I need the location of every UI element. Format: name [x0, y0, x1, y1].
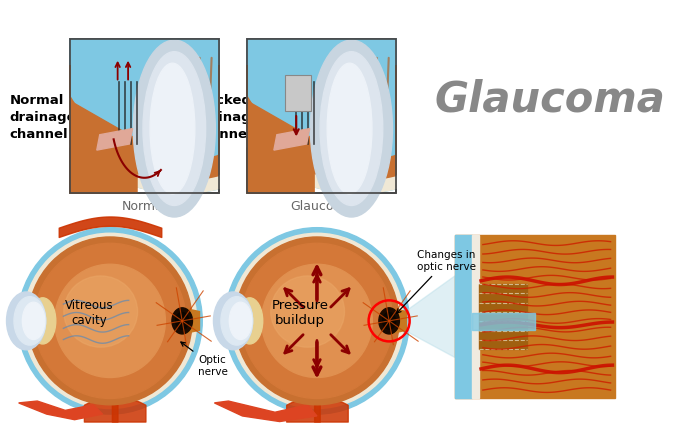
Ellipse shape: [311, 40, 393, 217]
Ellipse shape: [134, 40, 216, 217]
Text: Normal
drainage
channel: Normal drainage channel: [9, 94, 76, 141]
Ellipse shape: [22, 302, 45, 339]
Polygon shape: [247, 70, 396, 193]
Ellipse shape: [262, 264, 372, 377]
Ellipse shape: [176, 313, 188, 329]
Polygon shape: [182, 308, 199, 334]
FancyBboxPatch shape: [285, 75, 311, 111]
Ellipse shape: [7, 292, 45, 350]
Polygon shape: [407, 276, 455, 357]
Polygon shape: [472, 235, 479, 398]
Polygon shape: [247, 101, 314, 193]
Polygon shape: [214, 401, 317, 421]
Text: Blocked
drainage
channel: Blocked drainage channel: [193, 94, 260, 141]
Ellipse shape: [231, 233, 403, 409]
Ellipse shape: [28, 237, 192, 405]
Ellipse shape: [224, 227, 410, 414]
Ellipse shape: [34, 243, 186, 398]
Ellipse shape: [235, 237, 399, 405]
Ellipse shape: [64, 276, 138, 347]
Ellipse shape: [327, 63, 372, 194]
Ellipse shape: [18, 227, 202, 414]
Polygon shape: [70, 70, 219, 193]
Polygon shape: [455, 235, 615, 398]
Text: Pressure
buildup: Pressure buildup: [272, 299, 329, 327]
Polygon shape: [26, 310, 54, 334]
Polygon shape: [455, 235, 472, 398]
Ellipse shape: [55, 264, 165, 377]
Polygon shape: [389, 308, 406, 334]
Ellipse shape: [143, 52, 205, 206]
Ellipse shape: [379, 308, 399, 334]
Text: Vitreous
cavity: Vitreous cavity: [65, 299, 114, 327]
Ellipse shape: [237, 298, 263, 344]
Ellipse shape: [320, 52, 383, 206]
Polygon shape: [97, 128, 133, 150]
Ellipse shape: [214, 292, 253, 350]
Polygon shape: [70, 65, 219, 180]
Text: Optic
nerve: Optic nerve: [181, 342, 228, 377]
Polygon shape: [18, 401, 102, 420]
Ellipse shape: [30, 298, 56, 344]
Polygon shape: [472, 314, 535, 330]
FancyBboxPatch shape: [247, 39, 396, 193]
Polygon shape: [70, 39, 219, 193]
Ellipse shape: [23, 233, 197, 409]
Ellipse shape: [229, 302, 252, 339]
Ellipse shape: [382, 313, 396, 329]
Ellipse shape: [172, 308, 193, 334]
Polygon shape: [479, 284, 527, 349]
Text: Glaucoma: Glaucoma: [435, 79, 665, 121]
Ellipse shape: [221, 297, 253, 345]
Ellipse shape: [150, 63, 195, 194]
Text: Normal: Normal: [122, 200, 167, 213]
Text: Changes in
optic nerve: Changes in optic nerve: [397, 250, 476, 313]
FancyBboxPatch shape: [70, 39, 219, 193]
Polygon shape: [247, 39, 396, 193]
Ellipse shape: [14, 297, 45, 345]
Ellipse shape: [241, 243, 393, 398]
Polygon shape: [247, 65, 396, 180]
Text: Glaucoma: Glaucoma: [290, 200, 353, 213]
Ellipse shape: [271, 276, 344, 347]
Polygon shape: [274, 128, 310, 150]
Polygon shape: [70, 101, 137, 193]
